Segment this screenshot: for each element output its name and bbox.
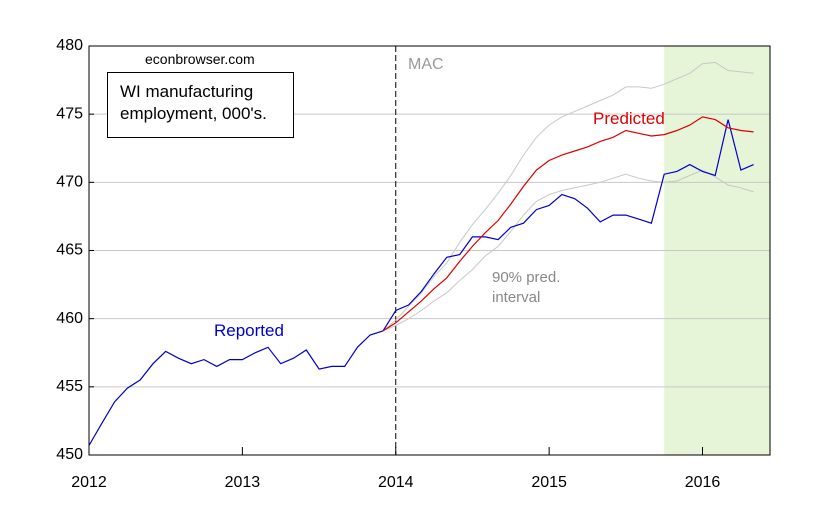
band-line: [382, 169, 754, 332]
y-tick-label: 475: [56, 105, 83, 122]
band-line: [382, 61, 754, 332]
vline-label: MAC: [408, 56, 444, 73]
band-label: 90% pred. interval: [492, 269, 561, 306]
series-label: Predicted: [593, 109, 665, 128]
y-tick-label: 455: [56, 378, 83, 395]
plot-frame: [88, 45, 771, 456]
x-tick-label: 2014: [378, 474, 414, 491]
title-box: WI manufacturing employment, 000's.: [107, 72, 294, 138]
y-tick-label: 470: [56, 174, 83, 191]
y-tick-label: 465: [56, 242, 83, 259]
source-label: econbrowser.com: [145, 51, 255, 67]
x-tick-label: 2012: [71, 474, 107, 491]
y-tick-label: 450: [56, 446, 83, 463]
y-tick-label: 460: [56, 310, 83, 327]
x-tick-label: 2015: [531, 474, 567, 491]
series-label: Reported: [214, 321, 284, 340]
series-line: [88, 119, 754, 446]
x-tick-label: 2013: [225, 474, 261, 491]
x-tick-label: 2016: [685, 474, 721, 491]
series-line: [382, 116, 754, 332]
y-tick-label: 480: [56, 37, 83, 54]
chart-title: WI manufacturing employment, 000's.: [120, 82, 267, 123]
